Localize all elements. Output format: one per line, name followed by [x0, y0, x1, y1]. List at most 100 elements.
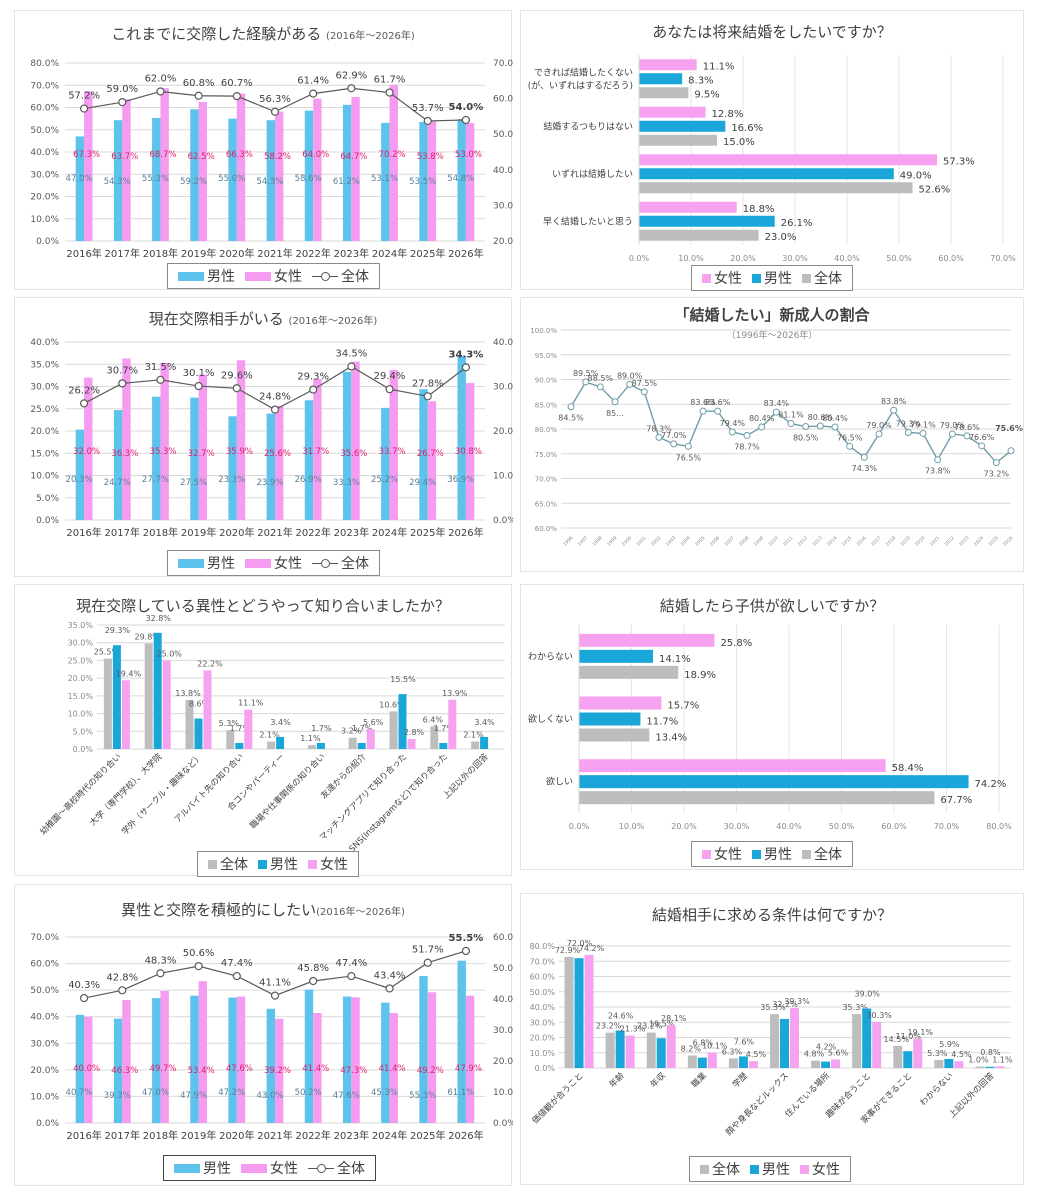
x-category-label: マッチングアプリで知り合った	[317, 751, 409, 843]
data-label-female: 15.7%	[667, 701, 699, 712]
x-tick-label: 30.0%	[782, 254, 808, 263]
line-marker	[728, 428, 736, 436]
line-marker	[626, 380, 634, 388]
bar-male	[574, 958, 584, 1068]
data-label-male: 32.8%	[145, 614, 171, 623]
y-tick-label: 40.0%	[30, 148, 59, 158]
chart-title: 異性と交際を積極的にしたい(2016年～2026年)	[121, 901, 405, 919]
data-label: 80.4%	[822, 414, 848, 423]
bar-male	[152, 117, 161, 241]
y-tick-label: 30.0%	[30, 383, 59, 393]
chart-legend: 女性 男性 全体	[691, 265, 853, 291]
legend-item-female: 女性	[308, 854, 348, 874]
y-tick-label: 60.0%	[535, 525, 558, 533]
bar-male	[112, 645, 121, 749]
line-marker	[875, 430, 883, 438]
y-tick-label: 10.0%	[30, 1092, 59, 1102]
x-tick-label: 50.0%	[829, 822, 855, 831]
bar-total	[267, 741, 276, 749]
bar-male	[316, 742, 325, 749]
x-category-label: 学歴	[730, 1070, 750, 1090]
legend-item-male: 男性	[178, 266, 235, 286]
bar-total	[605, 1032, 615, 1068]
data-label-female: 47.3%	[340, 1066, 367, 1076]
line-marker	[118, 379, 127, 388]
data-label-total: 41.1%	[259, 978, 291, 989]
chart-want-children: 0.0% 10.0% 20.0% 30.0% 40.0% 50.0% 60.0% 70.0% 8…	[528, 625, 1012, 831]
legend-item-male: 男性	[174, 1158, 231, 1178]
bar-total	[389, 711, 398, 749]
data-label: 78.7%	[734, 442, 760, 451]
data-label-male: 8.3%	[688, 75, 713, 86]
data-label: 76.6%	[969, 433, 995, 442]
y-tick-label: 80.0%	[530, 942, 556, 951]
x-tick-label: 1996	[562, 535, 574, 547]
bar-female	[748, 1061, 758, 1068]
data-label-male: 0.8%	[980, 1048, 1001, 1057]
line-marker	[270, 405, 280, 414]
bar-male	[152, 998, 161, 1123]
line-marker	[787, 420, 795, 428]
bar-male	[266, 120, 275, 241]
data-label-total: 14.5%	[884, 1035, 910, 1044]
bar-female	[244, 709, 253, 749]
legend-line-marker-icon	[312, 271, 338, 281]
line-marker	[309, 89, 318, 98]
data-label-female: 41.4%	[302, 1064, 329, 1074]
data-label: 89.5%	[573, 369, 599, 378]
bar-female	[198, 101, 208, 241]
line-marker	[194, 962, 203, 971]
data-label-male: 32.2%	[772, 1000, 798, 1009]
bar-male	[228, 118, 237, 241]
bar-male	[113, 1018, 123, 1123]
y-category-label: 結婚するつもりはない	[543, 120, 633, 132]
y-category-label: 早く結婚したいと思う	[543, 215, 633, 227]
legend-swatch-male	[750, 1164, 759, 1174]
bar-male	[985, 1066, 995, 1068]
line-marker	[582, 378, 590, 386]
data-label-total: 56.3%	[259, 94, 291, 105]
bar-male	[615, 1030, 625, 1068]
bar-male	[398, 694, 407, 749]
data-label-total: 8.2%	[681, 1044, 702, 1053]
bar-male	[480, 736, 489, 749]
y-tick-label: 70.0%	[30, 933, 59, 943]
bar-male	[152, 396, 161, 520]
chart-legend: 男性 女性 全体	[167, 550, 380, 576]
y2-tick-label: 50.0%	[493, 130, 513, 140]
bar-female	[427, 992, 437, 1123]
bar-female	[275, 406, 284, 520]
y-tick-label: 0.0%	[36, 237, 59, 247]
legend-swatch-female	[245, 271, 271, 281]
y-tick-label: 100.0%	[530, 327, 557, 335]
x-tick-label: 1999	[606, 535, 618, 547]
y-tick-label: 90.0%	[535, 377, 558, 385]
bar-female	[448, 699, 457, 749]
data-label-male: 43.0%	[256, 1091, 283, 1101]
line-marker	[194, 91, 203, 100]
bar-male	[276, 736, 285, 749]
data-label-total: 52.6%	[919, 184, 951, 195]
bar-female	[639, 106, 706, 118]
data-label-female: 35.6%	[340, 449, 367, 459]
x-tick-label: 2025年	[410, 526, 445, 539]
data-label-total: 47.4%	[335, 958, 367, 969]
data-label-total: 30.7%	[106, 365, 138, 376]
y-tick-label: 20.0%	[68, 674, 94, 683]
y-tick-label: 60.0%	[30, 104, 59, 114]
y-tick-label: 95.0%	[535, 352, 558, 360]
data-label: 76.5%	[837, 433, 863, 442]
line-marker	[743, 431, 751, 439]
x-tick-label: 1997	[577, 535, 589, 547]
data-label-total: 23.2%	[637, 1022, 663, 1031]
data-label-female: 68.7%	[149, 150, 176, 160]
legend-item-total: 全体	[312, 266, 369, 286]
data-label-total: 50.6%	[183, 948, 215, 959]
bar-female	[162, 660, 171, 749]
x-tick-label: 2001	[635, 535, 647, 547]
x-tick-label: 2023	[958, 535, 970, 547]
line-marker	[978, 442, 986, 450]
x-tick-label: 2002	[650, 535, 662, 547]
y-tick-label: 0.0%	[535, 1064, 556, 1073]
y-category-label: いずれは結婚したい	[552, 168, 633, 180]
